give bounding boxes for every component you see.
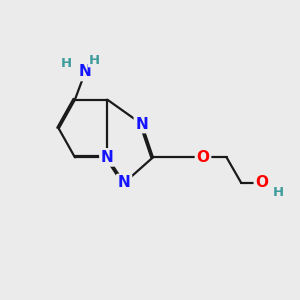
Text: N: N	[79, 64, 92, 80]
Text: O: O	[196, 150, 209, 165]
Text: H: H	[272, 186, 284, 199]
Text: N: N	[118, 176, 130, 190]
Text: N: N	[135, 117, 148, 132]
Text: H: H	[88, 54, 100, 67]
Text: O: O	[255, 176, 268, 190]
Text: H: H	[61, 57, 72, 70]
Text: N: N	[101, 150, 114, 165]
